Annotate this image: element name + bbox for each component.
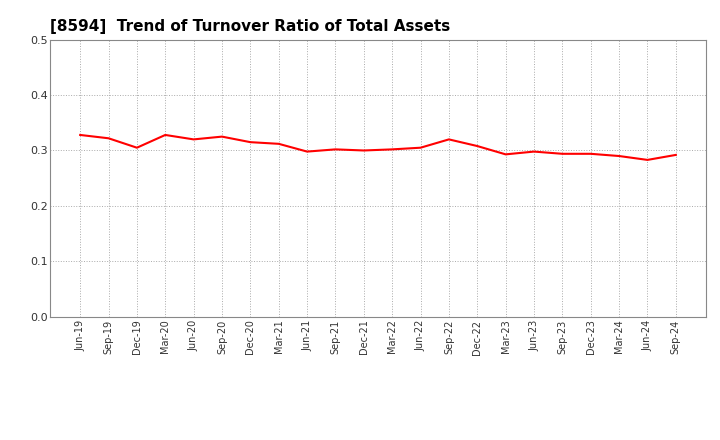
Text: [8594]  Trend of Turnover Ratio of Total Assets: [8594] Trend of Turnover Ratio of Total … <box>50 19 451 34</box>
